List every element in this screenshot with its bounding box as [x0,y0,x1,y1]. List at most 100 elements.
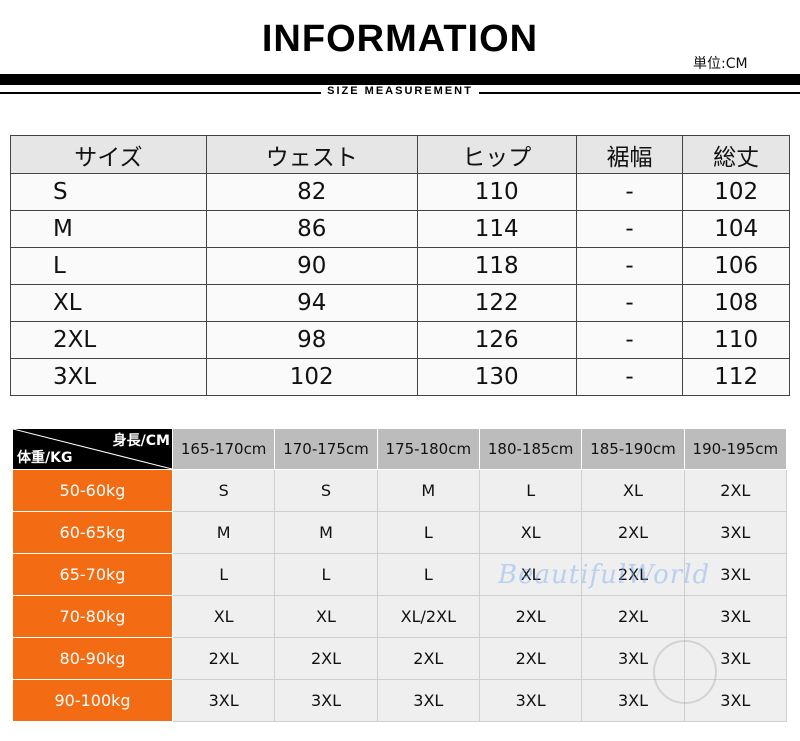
table-cell: S [10,173,207,211]
column-header-size: サイズ [10,135,207,174]
table-cell: 106 [682,247,790,285]
recommended-size-cell: XL [274,595,378,638]
page-title: INFORMATION [261,18,539,60]
height-header: 170-175cm [274,428,378,470]
table-row: 50-60kg S S M L XL 2XL [12,469,788,512]
table-cell: - [575,173,684,211]
table-cell: 102 [682,173,790,211]
recommended-size-cell: L [274,553,378,596]
recommended-size-cell: 2XL [478,595,583,638]
table-cell: 108 [682,284,790,322]
table-row: 60-65kg M M L XL 2XL 3XL [12,511,788,554]
height-header: 190-195cm [683,428,788,470]
table-row: 70-80kg XL XL XL/2XL 2XL 2XL 3XL [12,595,788,638]
corner-cell: 身長/CM 体重/KG [12,428,173,470]
table-cell: - [575,358,684,396]
height-header: 175-180cm [376,428,480,470]
subtitle: SIZE MEASUREMENT [0,85,800,97]
weight-axis-label: 体重/KG [17,450,73,466]
recommended-size-cell: 3XL [581,679,685,722]
recommended-size-cell: 3XL [171,679,276,722]
table-row: 90-100kg 3XL 3XL 3XL 3XL 3XL 3XL [12,679,788,722]
table-cell: 130 [416,358,577,396]
recommended-size-cell: 3XL [683,637,788,680]
table-cell: 114 [416,210,577,248]
size-measurement-table: サイズ ウェスト ヒップ 裾幅 総丈 S 82 110-102 M 86 114-104 L… [10,135,790,396]
recommended-size-cell: XL/2XL [376,595,480,638]
table-cell: 94 [205,284,418,322]
recommended-size-cell: 2XL [478,637,583,680]
table-cell: 98 [205,321,418,359]
recommended-size-cell: 3XL [581,637,685,680]
table-cell: 2XL [10,321,207,359]
column-header-hem-width: 裾幅 [575,135,684,174]
recommended-size-cell: 2XL [581,595,685,638]
recommended-size-cell: 2XL [581,511,685,554]
height-axis-label: 身長/CM [112,433,170,449]
table-cell: 122 [416,284,577,322]
table-cell: - [575,284,684,322]
header-divider [0,74,800,85]
unit-label: 単位:CM [693,56,748,72]
table-cell: 82 [205,173,418,211]
recommended-size-cell: 2XL [274,637,378,680]
column-header-hip: ヒップ [416,135,577,174]
table-row: XL 94 122-108 [10,284,790,322]
recommended-size-cell: 2XL [376,637,480,680]
table-cell: - [575,321,684,359]
table-cell: XL [10,284,207,322]
table-cell: 126 [416,321,577,359]
recommended-size-cell: 2XL [683,469,788,512]
table-row: M 86 114-104 [10,210,790,248]
table-cell: 110 [682,321,790,359]
recommended-size-cell: 3XL [274,679,378,722]
table-cell: 110 [416,173,577,211]
column-header-waist: ウェスト [205,135,418,174]
recommended-size-cell: L [478,469,583,512]
table-row: 2XL 98 126-110 [10,321,790,359]
subtitle-text: SIZE MEASUREMENT [321,85,479,97]
recommended-size-cell: XL [171,595,276,638]
table-cell: 118 [416,247,577,285]
recommended-size-cell: 2XL [581,553,685,596]
recommended-size-cell: 2XL [171,637,276,680]
recommended-size-cell: L [376,553,480,596]
table-cell: 3XL [10,358,207,396]
recommended-size-cell: 3XL [376,679,480,722]
recommended-size-cell: XL [581,469,685,512]
size-fit-chart: 身長/CM 体重/KG 165-170cm 170-175cm 175-180c… [12,428,788,722]
table-row: L 90 118-106 [10,247,790,285]
table-cell: 86 [205,210,418,248]
recommended-size-cell: XL [478,553,583,596]
table-cell: L [10,247,207,285]
weight-label: 70-80kg [12,595,173,638]
recommended-size-cell: 3XL [683,679,788,722]
table-row: S 82 110-102 [10,173,790,211]
weight-label: 65-70kg [12,553,173,596]
table-row: 80-90kg 2XL 2XL 2XL 2XL 3XL 3XL [12,637,788,680]
height-header: 185-190cm [581,428,685,470]
table-row: 3XL 102 130-112 [10,358,790,396]
recommended-size-cell: 3XL [683,553,788,596]
table-cell: 112 [682,358,790,396]
recommended-size-cell: XL [478,511,583,554]
weight-label: 90-100kg [12,679,173,722]
recommended-size-cell: 3XL [683,595,788,638]
size-table-header-row: サイズ ウェスト ヒップ 裾幅 総丈 [10,135,790,174]
weight-label: 60-65kg [12,511,173,554]
corner-diagonal-line [13,429,172,469]
column-header-length: 総丈 [682,135,790,174]
recommended-size-cell: S [171,469,276,512]
table-cell: M [10,210,207,248]
table-cell: 104 [682,210,790,248]
weight-label: 80-90kg [12,637,173,680]
height-header: 165-170cm [171,428,276,470]
recommended-size-cell: L [376,511,480,554]
recommended-size-cell: M [171,511,276,554]
fit-table-header-row: 身長/CM 体重/KG 165-170cm 170-175cm 175-180c… [12,428,788,470]
recommended-size-cell: S [274,469,378,512]
table-cell: 90 [205,247,418,285]
table-cell: 102 [205,358,418,396]
recommended-size-cell: 3XL [478,679,583,722]
table-cell: - [575,210,684,248]
